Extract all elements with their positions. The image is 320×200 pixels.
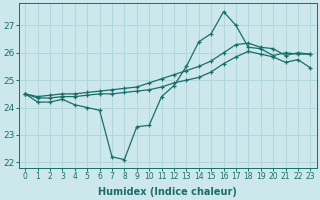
- X-axis label: Humidex (Indice chaleur): Humidex (Indice chaleur): [98, 187, 237, 197]
